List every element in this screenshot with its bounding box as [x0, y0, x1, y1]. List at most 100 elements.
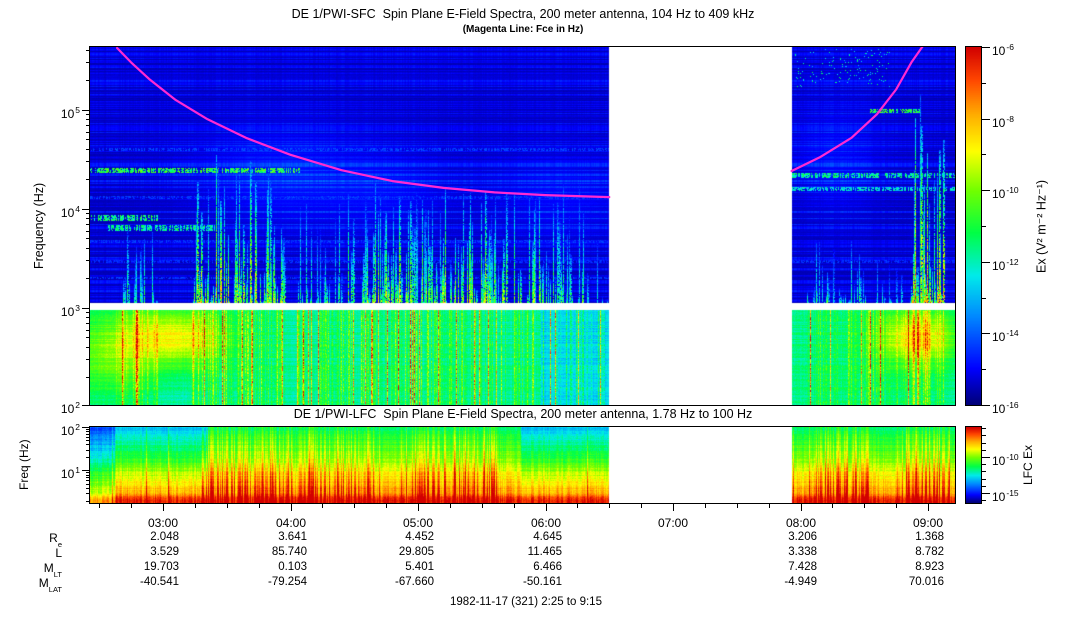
lfc-y-minor-tick [86, 434, 90, 435]
time-major-tick [673, 504, 674, 511]
lfc-cb-minor-tick [982, 428, 986, 429]
ephemeris-value: 4.645 [533, 531, 562, 543]
time-major-tick [163, 504, 164, 511]
lfc-cb-major-tick [982, 457, 990, 458]
time-minor-tick [896, 504, 897, 508]
ephemeris-value: 3.338 [788, 546, 817, 558]
time-minor-tick [322, 504, 323, 508]
sfc-y-minor-tick [86, 231, 90, 232]
ephemeris-value: 29.805 [398, 546, 434, 558]
sfc-y-major-tick [82, 405, 90, 406]
lfc-y-minor-tick [86, 457, 90, 458]
lfc-cb-tick-label: 10-10 [992, 452, 1019, 468]
sfc-y-minor-tick [86, 149, 90, 150]
sfc-cb-tick-label: 10-8 [992, 114, 1014, 130]
sfc-y-minor-tick [86, 80, 90, 81]
sfc-y-minor-tick [86, 50, 90, 51]
lfc-y-minor-tick [86, 444, 90, 445]
lfc-cb-minor-tick [982, 450, 986, 451]
time-label: 09:00 [912, 516, 944, 530]
time-minor-tick [832, 504, 833, 508]
ephemeris-row-label: MLAT [38, 576, 62, 595]
time-label: 08:00 [785, 516, 817, 530]
lfc-y-minor-tick [86, 488, 90, 489]
time-minor-tick [131, 504, 132, 508]
time-minor-tick [577, 504, 578, 508]
sfc-subtitle: (Magenta Line: Fce in Hz) [462, 24, 584, 35]
lfc-cb-minor-tick [982, 486, 986, 487]
sfc-y-minor-tick [86, 317, 90, 318]
time-major-tick [418, 504, 419, 511]
time-label: 06:00 [530, 516, 562, 530]
sfc-y-minor-tick [86, 119, 90, 120]
sfc-y-minor-tick [86, 179, 90, 180]
sfc-cb-major-tick [982, 190, 990, 191]
sfc-cb-minor-tick [982, 298, 986, 299]
time-minor-tick [482, 504, 483, 508]
lfc-cb-minor-tick [982, 443, 986, 444]
sfc-y-minor-tick [86, 125, 90, 126]
time-major-tick [928, 504, 929, 511]
lfc-y-minor-tick [86, 501, 90, 502]
ephemeris-value: 3.206 [788, 531, 817, 543]
time-label: 05:00 [402, 516, 434, 530]
sfc-cb-minor-tick [982, 154, 986, 155]
sfc-y-minor-tick [86, 330, 90, 331]
ephemeris-value: 7.428 [788, 561, 817, 573]
sfc-y-minor-tick [86, 213, 90, 214]
sfc-colorbar-label: Ex (V² m⁻² Hz⁻¹) [1034, 179, 1049, 273]
lfc-y-minor-tick [86, 475, 90, 476]
time-minor-tick [514, 504, 515, 508]
time-label: 03:00 [147, 516, 179, 530]
lfc-cb-tick-label: 10-15 [992, 488, 1019, 504]
sfc-y-minor-tick [86, 132, 90, 133]
lfc-spectrogram-canvas [90, 427, 955, 503]
sfc-cb-major-tick [982, 47, 990, 48]
sfc-y-major-tick [82, 110, 90, 111]
time-minor-tick [737, 504, 738, 508]
lfc-plot-panel [89, 426, 956, 504]
sfc-cb-major-tick [982, 405, 990, 406]
ephemeris-value: 8.782 [915, 546, 944, 558]
lfc-cb-minor-tick [982, 479, 986, 480]
sfc-y-minor-tick [86, 260, 90, 261]
ephemeris-value: -67.660 [394, 576, 434, 588]
time-label: 04:00 [275, 516, 307, 530]
ephemeris-value: -79.254 [267, 576, 307, 588]
lfc-cb-minor-tick [982, 471, 986, 472]
ephemeris-row-label: L [55, 546, 62, 560]
ephemeris-value: 70.016 [908, 576, 944, 588]
sfc-y-minor-tick [86, 337, 90, 338]
sfc-y-tick-label: 104 [60, 204, 80, 220]
sfc-y-tick-label: 105 [60, 105, 80, 121]
lfc-y-minor-tick [86, 437, 90, 438]
sfc-y-minor-tick [86, 139, 90, 140]
lfc-y-minor-tick [86, 484, 90, 485]
lfc-y-axis-label: Freq (Hz) [17, 439, 31, 491]
ephemeris-value: 3.641 [278, 531, 307, 543]
time-minor-tick [641, 504, 642, 508]
sfc-y-minor-tick [86, 224, 90, 225]
time-minor-tick [864, 504, 865, 508]
ephemeris-value: 3.529 [150, 546, 179, 558]
ephemeris-value: 2.048 [150, 531, 179, 543]
time-minor-tick [386, 504, 387, 508]
sfc-y-minor-tick [86, 359, 90, 360]
sfc-y-minor-tick [86, 347, 90, 348]
sfc-cb-tick-label: 10-12 [992, 257, 1019, 273]
time-minor-tick [354, 504, 355, 508]
sfc-colorbar-gradient [966, 47, 981, 405]
lfc-cb-major-tick [982, 493, 990, 494]
lfc-colorbar [965, 426, 982, 504]
ephemeris-value: 11.465 [527, 546, 562, 558]
sfc-y-minor-tick [86, 161, 90, 162]
lfc-y-minor-tick [86, 429, 90, 430]
time-minor-tick [769, 504, 770, 508]
lfc-title: DE 1/PWI-LFC Spin Plane E-Field Spectra,… [293, 407, 753, 421]
time-minor-tick [450, 504, 451, 508]
sfc-spectrogram-canvas [90, 47, 955, 405]
ephemeris-value: 6.466 [533, 561, 562, 573]
lfc-y-minor-tick [86, 440, 90, 441]
ephemeris-value: 0.103 [278, 561, 307, 573]
sfc-cb-major-tick [982, 333, 990, 334]
